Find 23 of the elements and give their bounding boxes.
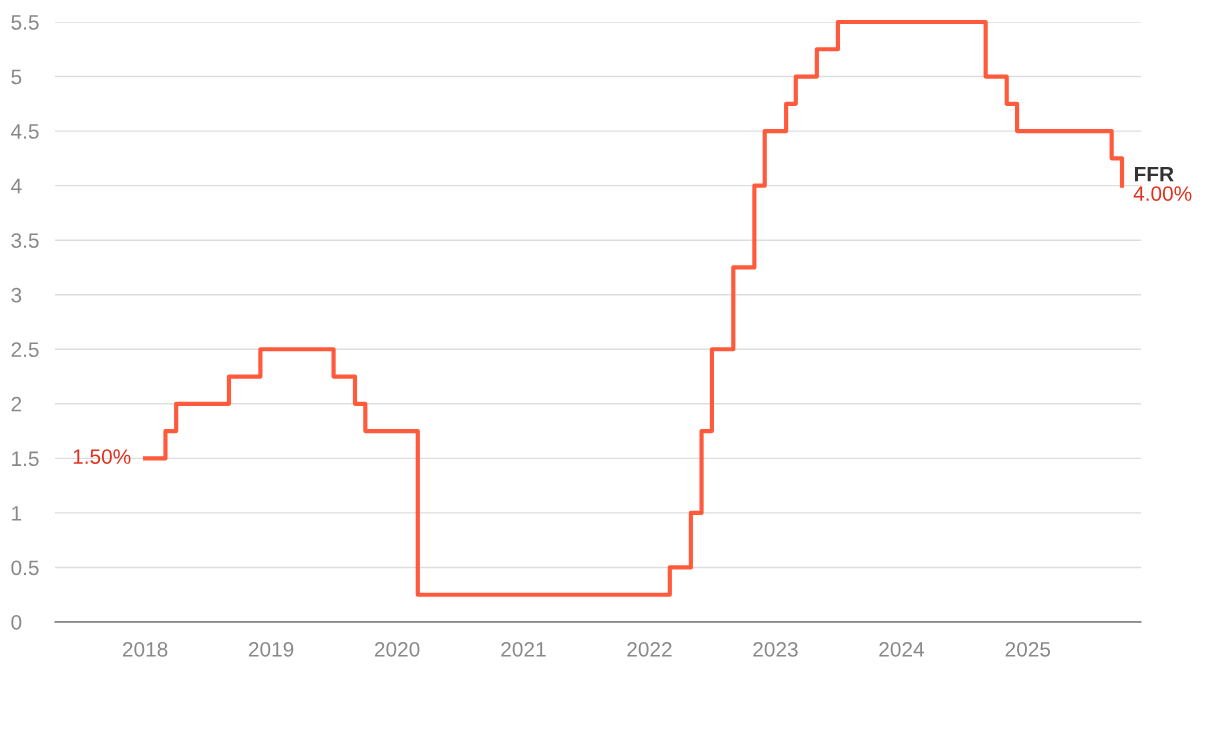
x-tick-label: 2024	[879, 641, 924, 657]
y-tick-label: 1.5	[12, 451, 39, 467]
y-tick-label: 5.5	[11, 15, 39, 30]
series-label: FFR	[1134, 166, 1174, 182]
y-tick-label: 4	[11, 178, 22, 194]
x-tick-label: 2023	[753, 641, 798, 657]
x-tick-label: 2021	[501, 641, 546, 657]
y-tick-label: 1	[12, 506, 22, 521]
x-tick-label: 2019	[248, 641, 294, 657]
y-tick-label: 2	[11, 396, 22, 412]
x-tick-label: 2022	[627, 641, 672, 657]
y-tick-label: 5	[11, 69, 22, 85]
x-tick-label: 2020	[374, 641, 420, 657]
x-tick-label: 2018	[122, 641, 168, 657]
y-tick-label: 2.5	[11, 342, 39, 358]
annotation: 4.00%	[1133, 186, 1192, 201]
y-tick-label: 4.5	[11, 124, 39, 139]
y-tick-label: 0.5	[11, 560, 39, 576]
y-tick-label: 3.5	[11, 233, 39, 248]
y-tick-label: 0	[11, 615, 22, 630]
x-tick-label: 2025	[1005, 641, 1051, 657]
y-tick-label: 3	[11, 287, 22, 303]
annotation: 1.50%	[73, 449, 131, 464]
